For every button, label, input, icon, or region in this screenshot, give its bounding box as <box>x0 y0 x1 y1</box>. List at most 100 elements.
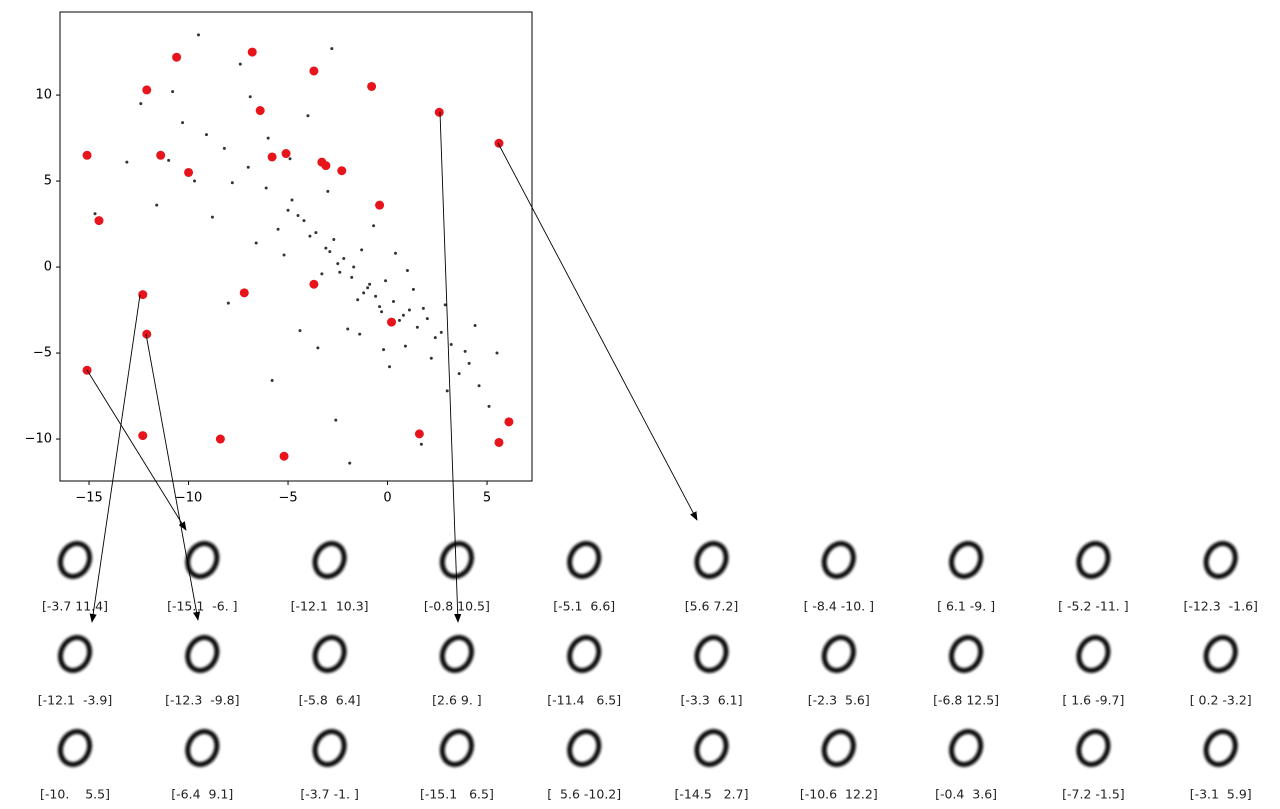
sample-label: [-3.7 11.4] <box>42 599 108 614</box>
y-tick-label: 5 <box>44 174 52 189</box>
point <box>392 299 396 303</box>
point <box>230 181 234 185</box>
point <box>374 294 378 298</box>
point <box>382 348 386 352</box>
plot-frame <box>59 11 533 482</box>
digit-image <box>821 728 856 768</box>
point <box>425 317 429 321</box>
point <box>276 227 280 231</box>
digit-image <box>57 728 93 768</box>
point <box>393 251 397 255</box>
x-tick-label: 0 <box>383 491 391 506</box>
sample-label: [ 6.1 -9. ] <box>937 599 995 614</box>
point <box>314 231 318 235</box>
point <box>380 310 384 314</box>
sample-point <box>94 216 104 226</box>
sample-label: [-3.7 -1. ] <box>300 787 359 802</box>
sample-label: [-12.3 -1.6] <box>1183 599 1257 614</box>
point <box>324 246 328 250</box>
point <box>193 179 197 183</box>
sample-point <box>309 66 319 76</box>
point <box>226 301 230 305</box>
arrow <box>86 369 187 531</box>
point <box>171 90 175 94</box>
point <box>429 356 433 360</box>
digit-image <box>312 634 347 674</box>
point <box>334 418 338 422</box>
sample-label: [-5.1 6.6] <box>553 599 615 614</box>
point <box>356 298 360 302</box>
digit-image <box>312 728 347 768</box>
point <box>248 95 252 99</box>
point <box>181 121 185 125</box>
arrow <box>145 333 201 621</box>
digit-image <box>821 540 856 580</box>
point <box>288 157 292 161</box>
arrow <box>497 142 698 521</box>
sample-label: [-14.5 2.7] <box>675 787 749 802</box>
point <box>433 336 437 340</box>
sample-point <box>267 152 277 162</box>
point <box>330 47 334 51</box>
sample-label: [-2.3 5.6] <box>808 693 870 708</box>
sample-label: [-6.4 9.1] <box>171 787 233 802</box>
point <box>204 133 208 137</box>
sample-point <box>82 150 92 160</box>
sample-point <box>215 434 225 444</box>
digit-image <box>567 540 602 580</box>
sample-label: [-15.1 6.5] <box>420 787 494 802</box>
y-tick-label: 0 <box>44 260 52 275</box>
point <box>477 384 481 388</box>
sample-label: [-3.3 6.1] <box>681 693 743 708</box>
sample-label: [ 0.2 -3.2] <box>1190 693 1252 708</box>
sample-point <box>375 200 385 210</box>
point <box>222 146 226 150</box>
point <box>320 272 324 276</box>
point <box>467 361 471 365</box>
sample-label: [-11.4 6.5] <box>547 693 621 708</box>
point <box>316 346 320 350</box>
sample-point <box>414 429 424 439</box>
point <box>384 279 388 283</box>
point <box>296 213 300 217</box>
arrow <box>89 294 141 623</box>
point <box>405 268 409 272</box>
digit-image <box>57 540 93 580</box>
digit-image <box>821 634 856 674</box>
digit-image <box>312 540 347 580</box>
sample-label: [-0.4 3.6] <box>935 787 997 802</box>
sample-point <box>138 290 148 300</box>
point <box>449 342 453 346</box>
point <box>401 313 405 317</box>
digit-image <box>57 634 93 674</box>
point <box>238 62 242 66</box>
sample-label: [ 1.6 -9.7] <box>1062 693 1124 708</box>
point <box>407 308 411 312</box>
sample-point <box>367 81 377 91</box>
point <box>443 303 447 307</box>
point <box>246 165 250 169</box>
x-tick-label: −10 <box>175 491 202 506</box>
digit-image <box>439 634 474 674</box>
point <box>290 198 294 202</box>
sample-label: [2.6 9. ] <box>432 693 482 708</box>
point <box>352 265 356 269</box>
point <box>139 102 143 106</box>
sample-point <box>387 317 397 327</box>
x-tick-label: −15 <box>75 491 102 506</box>
sample-point <box>494 138 504 148</box>
point <box>415 325 419 329</box>
point <box>362 291 366 295</box>
point <box>298 329 302 333</box>
sample-point <box>434 107 444 117</box>
sample-point <box>504 417 514 427</box>
point <box>457 372 461 376</box>
image-grid: [-3.7 11.4] [-15.1 -6. ] [-12.1 10.3] [-0.8… <box>38 540 1258 802</box>
digit-image <box>694 728 729 768</box>
point <box>366 286 370 290</box>
point <box>270 379 274 383</box>
digit-image <box>949 540 984 580</box>
point <box>210 215 214 219</box>
point <box>487 404 491 408</box>
